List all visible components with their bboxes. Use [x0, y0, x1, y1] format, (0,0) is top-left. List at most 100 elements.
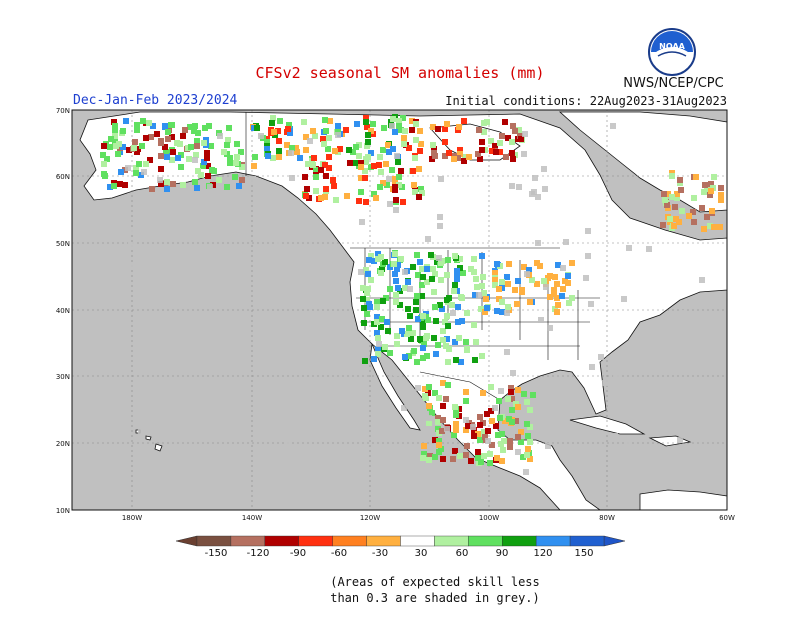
anomaly-cell [111, 119, 117, 125]
anomaly-cell [395, 285, 401, 291]
low-skill-cell [543, 284, 549, 290]
anomaly-cell [442, 139, 448, 145]
low-skill-cell [161, 225, 167, 231]
anomaly-cell [420, 274, 426, 280]
low-skill-cell [324, 343, 330, 349]
anomaly-cell [383, 161, 389, 167]
low-skill-cell [302, 474, 308, 480]
anomaly-cell [433, 318, 439, 324]
anomaly-cell [410, 168, 416, 174]
anomaly-cell [147, 157, 153, 163]
anomaly-cell [458, 294, 464, 300]
anomaly-cell [420, 345, 426, 351]
anomaly-cell [464, 310, 470, 316]
anomaly-cell [527, 299, 533, 305]
anomaly-cell [350, 149, 356, 155]
anomaly-cell [562, 278, 568, 284]
anomaly-cell [370, 121, 376, 127]
anomaly-cell [534, 281, 540, 287]
anomaly-cell [330, 177, 336, 183]
anomaly-cell [412, 189, 418, 195]
low-skill-cell [646, 246, 652, 252]
anomaly-cell [457, 147, 463, 153]
anomaly-cell [194, 138, 200, 144]
anomaly-cell [178, 164, 184, 170]
colorbar-swatch [400, 535, 435, 547]
anomaly-cell [497, 140, 503, 146]
anomaly-cell [560, 286, 566, 292]
anomaly-cell [122, 182, 128, 188]
lon-label-60w: 60W [719, 514, 735, 522]
colorbar-label-60: 60 [456, 548, 469, 559]
anomaly-cell [503, 154, 509, 160]
anomaly-cell [674, 191, 680, 197]
anomaly-cell [239, 164, 245, 170]
colorbar-right-arrow [603, 535, 626, 547]
anomaly-cell [440, 328, 446, 334]
anomaly-cell [545, 275, 551, 281]
low-skill-cell [485, 438, 491, 444]
low-skill-cell [154, 230, 160, 236]
anomaly-cell [457, 151, 463, 157]
anomaly-cell [367, 304, 373, 310]
anomaly-cell [481, 429, 487, 435]
anomaly-cell [364, 311, 370, 317]
anomaly-cell [193, 152, 199, 158]
anomaly-cell [146, 120, 152, 126]
low-skill-cell [612, 433, 618, 439]
anomaly-cell [551, 291, 557, 297]
anomaly-cell [464, 347, 470, 353]
anomaly-cell [343, 127, 349, 133]
anomaly-cell [195, 130, 201, 136]
anomaly-cell [390, 146, 396, 152]
anomaly-cell [392, 179, 398, 185]
low-skill-cell [260, 419, 266, 425]
anomaly-cell [201, 159, 207, 165]
anomaly-cell [385, 142, 391, 148]
low-skill-cell [585, 228, 591, 234]
anomaly-cell [508, 385, 514, 391]
anomaly-cell [198, 172, 204, 178]
anomaly-cell [459, 318, 465, 324]
anomaly-cell [413, 137, 419, 143]
anomaly-cell [415, 272, 421, 278]
anomaly-cell [461, 118, 467, 124]
anomaly-cell [402, 285, 408, 291]
anomaly-cell [313, 174, 319, 180]
anomaly-cell [323, 128, 329, 134]
anomaly-cell [527, 439, 533, 445]
anomaly-cell [551, 287, 557, 293]
low-skill-cell [387, 201, 393, 207]
anomaly-cell [397, 302, 403, 308]
anomaly-cell [374, 299, 380, 305]
anomaly-cell [377, 184, 383, 190]
anomaly-cell [494, 308, 500, 314]
anomaly-cell [489, 442, 495, 448]
anomaly-cell [363, 159, 369, 165]
lat-label-50n: 50N [56, 240, 70, 248]
anomaly-cell [111, 183, 117, 189]
anomaly-cell [104, 156, 110, 162]
anomaly-cell [406, 325, 412, 331]
low-skill-cell [699, 277, 705, 283]
anomaly-cell [364, 124, 370, 130]
anomaly-cell [265, 153, 271, 159]
anomaly-cell [525, 433, 531, 439]
anomaly-cell [374, 314, 380, 320]
anomaly-cell [514, 301, 520, 307]
colorbar-swatch [332, 535, 367, 547]
anomaly-cell [320, 136, 326, 142]
anomaly-cell [516, 127, 522, 133]
anomaly-cell [297, 155, 303, 161]
anomaly-cell [414, 359, 420, 365]
anomaly-cell [460, 270, 466, 276]
anomaly-cell [509, 407, 515, 413]
anomaly-cell [455, 155, 461, 161]
anomaly-cell [431, 289, 437, 295]
anomaly-cell [251, 163, 257, 169]
anomaly-cell [384, 182, 390, 188]
low-skill-cell [277, 390, 283, 396]
anomaly-cell [552, 274, 558, 280]
anomaly-cell [704, 214, 710, 220]
low-skill-cell [562, 429, 568, 435]
